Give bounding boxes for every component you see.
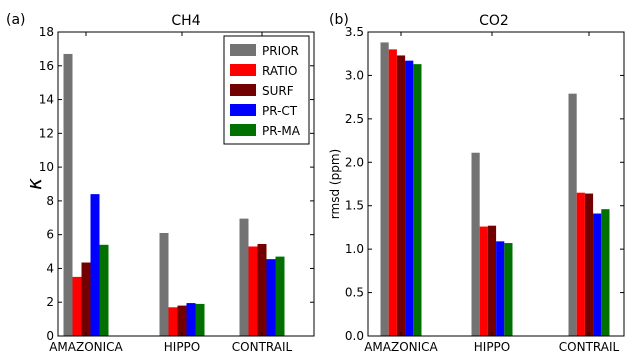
bar-ratio-contrail: [576, 192, 585, 336]
x-tick-label: AMAZONICA: [364, 340, 438, 353]
bar-prior-amazonica: [380, 42, 389, 337]
bar-pr-ma-amazonica: [99, 244, 109, 336]
legend-swatch-pr-ma: [230, 124, 256, 136]
bar-pr-ma-contrail: [601, 209, 610, 336]
bar-pr-ct-hippo: [496, 241, 505, 336]
legend-swatch-ratio: [230, 64, 256, 76]
bar-ratio-amazonica: [388, 49, 397, 337]
chart-title: CH4: [171, 13, 200, 29]
panel-label: (b): [329, 12, 349, 28]
panel-ch4: (a) CH4 κ 0 2 4 6 8 10 12 14 16 18 AMAZONICA HIPPO C…: [6, 12, 315, 353]
panel-label: (a): [6, 12, 26, 28]
bar-prior-hippo: [159, 232, 169, 336]
y-tick-label: 0: [46, 329, 54, 343]
bar-surf-amazonica: [81, 262, 91, 336]
legend-label-surf: SURF: [262, 84, 294, 98]
y-tick-label: 18: [39, 25, 54, 39]
bar-surf-contrail: [257, 243, 267, 336]
bar-surf-hippo: [487, 225, 497, 336]
legend-label-pr-ma: PR-MA: [262, 124, 301, 138]
bar-prior-hippo: [471, 152, 480, 336]
y-tick-label: 3.0: [345, 68, 364, 82]
bar-prior-contrail: [239, 218, 249, 336]
bar-pr-ct-contrail: [593, 213, 602, 336]
bar-pr-ct-amazonica: [405, 60, 414, 336]
bar-ratio-hippo: [168, 307, 178, 336]
bar-pr-ct-amazonica: [90, 194, 100, 336]
y-tick-label: 1.5: [345, 199, 364, 213]
bar-surf-amazonica: [396, 55, 406, 336]
y-tick-label: 3.5: [345, 25, 364, 39]
bar-pr-ma-hippo: [504, 243, 513, 336]
y-tick-label: 16: [39, 59, 54, 73]
bar-pr-ct-hippo: [186, 303, 196, 336]
legend-swatch-surf: [230, 84, 256, 96]
y-tick-label: 2.0: [345, 155, 364, 169]
legend-swatch-prior: [230, 44, 256, 56]
x-tick-label: CONTRAIL: [559, 340, 620, 353]
legend: PRIOR RATIO SURF PR-CT PR-MA: [223, 35, 310, 145]
panel-co2: (b) CO2 rmsd (ppm) 0.0 0.5 1.0 1.5 2.0 2.5 3.0…: [328, 12, 625, 353]
y-tick-label: 14: [39, 93, 54, 107]
bar-pr-ct-contrail: [266, 259, 276, 336]
y-tick-label: 2.5: [345, 112, 364, 126]
y-tick-label: 6: [46, 228, 54, 242]
legend-swatch-pr-ct: [230, 104, 256, 116]
y-axis-label: κ: [22, 178, 46, 190]
x-tick-label: CONTRAIL: [232, 340, 293, 353]
legend-label-prior: PRIOR: [262, 44, 299, 58]
y-tick-label: 2: [46, 295, 54, 309]
plot-frame: [57, 31, 315, 337]
bar-prior-amazonica: [63, 53, 73, 337]
bar-ratio-contrail: [248, 246, 258, 336]
y-tick-label: 8: [46, 194, 54, 208]
bar-surf-hippo: [177, 305, 187, 336]
x-tick-label: HIPPO: [164, 340, 200, 353]
chart-title: CO2: [479, 13, 509, 29]
legend-label-ratio: RATIO: [262, 64, 297, 78]
bar-pr-ma-contrail: [275, 256, 285, 336]
y-tick-label: 0.5: [345, 286, 364, 300]
y-tick-label: 10: [39, 160, 54, 174]
bar-ratio-amazonica: [72, 276, 82, 336]
y-tick-label: 12: [39, 126, 54, 140]
y-tick-label: 1.0: [345, 242, 364, 256]
x-tick-label: HIPPO: [474, 340, 510, 353]
plot-frame: [367, 31, 625, 337]
x-tick-label: AMAZONICA: [49, 340, 123, 353]
legend-label-pr-ct: PR-CT: [262, 104, 298, 118]
bar-prior-contrail: [568, 93, 577, 336]
bar-pr-ma-amazonica: [413, 64, 422, 336]
y-tick-label: 4: [46, 261, 54, 275]
bar-ratio-hippo: [479, 226, 488, 336]
bar-surf-contrail: [584, 193, 594, 336]
y-axis-label: rmsd (ppm): [328, 149, 342, 219]
y-tick-label: 0.0: [345, 329, 364, 343]
bar-pr-ma-hippo: [195, 303, 205, 336]
